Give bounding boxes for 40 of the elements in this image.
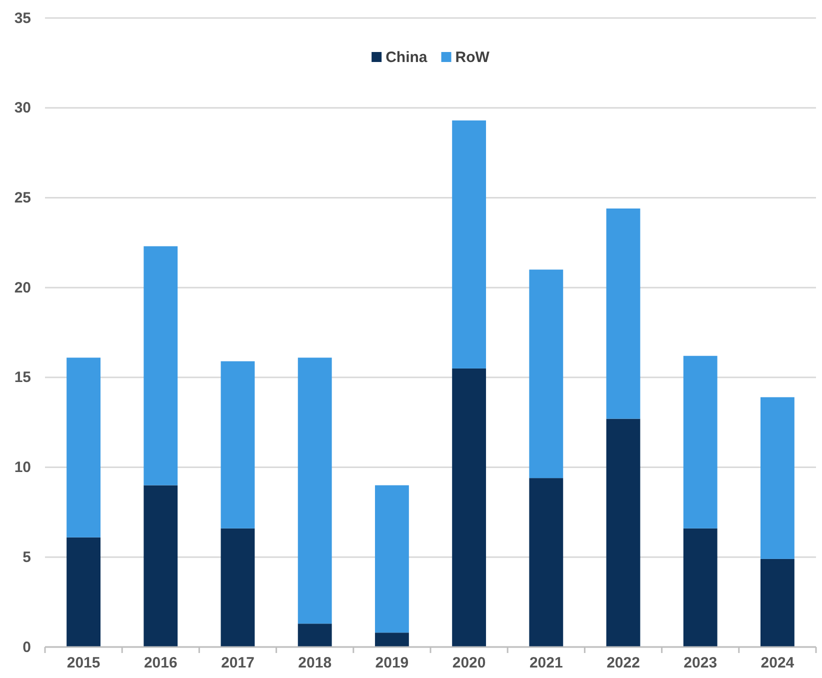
- x-tick-label: 2017: [221, 654, 254, 672]
- bar: [298, 358, 332, 624]
- bar: [144, 246, 178, 486]
- x-tick-label: 2015: [66, 654, 100, 672]
- x-tick-label: 2020: [452, 654, 486, 672]
- bar: [66, 537, 101, 647]
- x-tick-label: 2023: [684, 654, 718, 672]
- bar: [66, 358, 101, 538]
- x-tick-label: 2016: [144, 654, 178, 672]
- x-tick-label: 2024: [760, 654, 795, 672]
- bar: [606, 208, 640, 419]
- bar: [144, 485, 178, 647]
- y-tick-label: 5: [22, 548, 31, 566]
- bar: [220, 528, 255, 647]
- x-tick-label: 2021: [529, 654, 563, 672]
- bar: [529, 270, 564, 478]
- legend-label: China: [386, 49, 428, 66]
- bar: [529, 478, 564, 647]
- bar: [220, 361, 255, 528]
- bar: [606, 418, 640, 647]
- y-tick-label: 10: [14, 459, 31, 476]
- bar: [452, 120, 486, 368]
- bar: [683, 356, 718, 528]
- bar: [760, 397, 794, 559]
- y-tick-label: 0: [22, 638, 31, 656]
- y-tick-label: 30: [14, 100, 31, 117]
- x-tick-label: 2022: [606, 654, 640, 672]
- bar: [452, 368, 486, 647]
- legend-label: RoW: [455, 49, 490, 66]
- bar: [374, 632, 409, 647]
- y-tick-label: 20: [14, 279, 31, 296]
- y-tick-label: 35: [14, 10, 31, 27]
- y-tick-label: 15: [14, 369, 31, 386]
- x-tick-label: 2019: [375, 654, 409, 672]
- y-tick-label: 25: [14, 190, 31, 207]
- bar: [298, 624, 332, 647]
- bar: [760, 558, 794, 647]
- x-tick-label: 2018: [298, 654, 332, 672]
- bar: [683, 528, 718, 647]
- bar: [374, 485, 409, 633]
